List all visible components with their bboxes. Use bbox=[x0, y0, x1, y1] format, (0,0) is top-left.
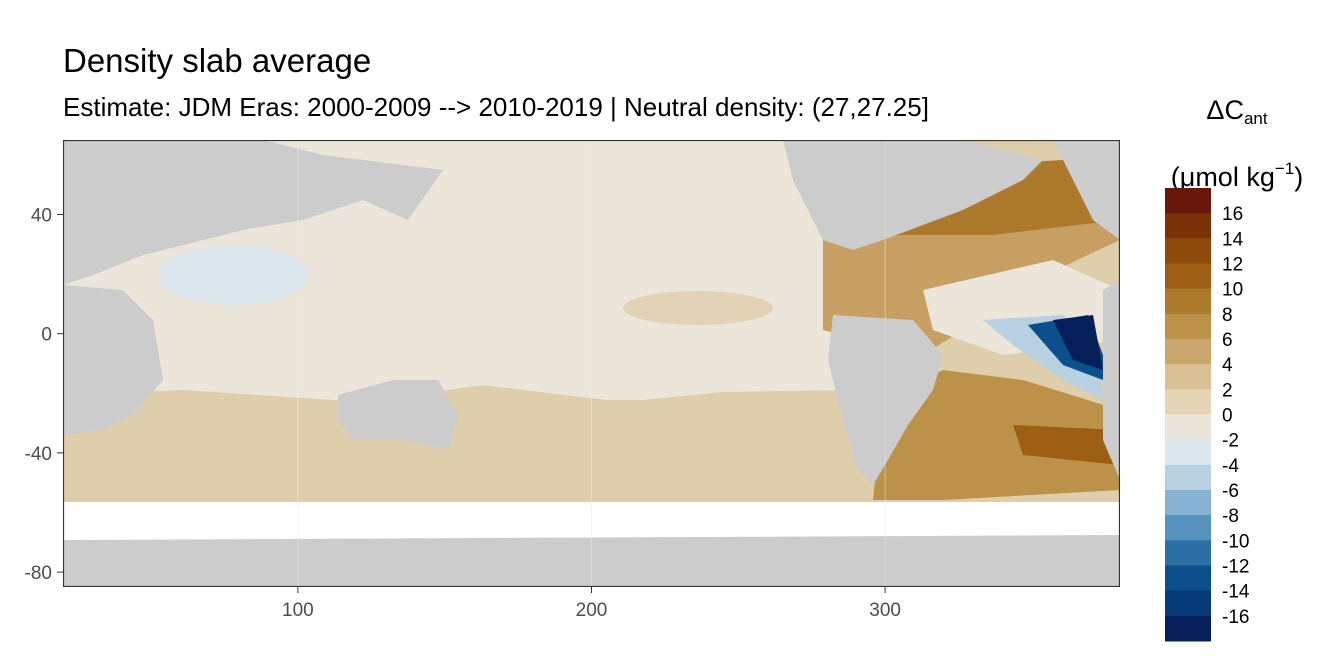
legend-swatch bbox=[1165, 339, 1211, 365]
legend-swatch bbox=[1165, 263, 1211, 290]
legend-swatch bbox=[1165, 540, 1211, 566]
legend-swatch bbox=[1165, 414, 1211, 441]
y-tick-label: -80 bbox=[25, 563, 52, 584]
legend-label: -12 bbox=[1222, 557, 1249, 578]
legend-symbol: ΔC bbox=[1206, 95, 1244, 125]
legend-label: -16 bbox=[1222, 607, 1249, 628]
legend-swatch bbox=[1165, 490, 1211, 516]
land-africa-west bbox=[1103, 280, 1120, 480]
legend-label: 10 bbox=[1222, 280, 1243, 301]
legend-label: 8 bbox=[1222, 305, 1233, 326]
south-atlantic-dark-band bbox=[1013, 425, 1120, 465]
legend-subscript: ant bbox=[1243, 109, 1268, 128]
legend-label: 0 bbox=[1222, 406, 1233, 427]
legend-label: -2 bbox=[1222, 431, 1239, 452]
legend-swatch bbox=[1165, 590, 1211, 617]
map-canvas bbox=[63, 140, 1120, 587]
southern-hemisphere-band bbox=[63, 385, 863, 500]
y-tick-label: -40 bbox=[25, 444, 52, 465]
legend-label: 6 bbox=[1222, 330, 1233, 351]
legend-swatch bbox=[1165, 238, 1211, 264]
legend-swatch bbox=[1165, 364, 1211, 390]
legend-swatch bbox=[1165, 565, 1211, 592]
legend-swatch bbox=[1165, 313, 1211, 340]
land-europe bbox=[1053, 140, 1120, 240]
legend-label: -8 bbox=[1222, 506, 1239, 527]
x-tick-label: 200 bbox=[576, 600, 608, 621]
legend-label: 12 bbox=[1222, 255, 1243, 276]
arabian-sea-patch bbox=[158, 245, 308, 305]
legend-label: -6 bbox=[1222, 481, 1239, 502]
plot-subtitle: Estimate: JDM Eras: 2000-2009 --> 2010-2… bbox=[63, 92, 929, 122]
legend-label: 14 bbox=[1222, 229, 1244, 250]
legend-label: -4 bbox=[1222, 456, 1239, 477]
legend-label: 4 bbox=[1222, 355, 1233, 376]
equatorial-darkest-blue bbox=[1053, 315, 1103, 370]
x-tick-label: 100 bbox=[282, 600, 314, 621]
legend-swatch bbox=[1165, 213, 1211, 239]
eastern-pacific-patch bbox=[623, 291, 773, 325]
x-tick-label: 300 bbox=[869, 600, 901, 621]
map-panel bbox=[63, 140, 1120, 587]
legend-label: -10 bbox=[1222, 531, 1249, 552]
legend-label: -14 bbox=[1222, 582, 1250, 603]
legend-title: ΔCant (μmol kg−1) bbox=[1162, 85, 1312, 202]
land-africa-east bbox=[63, 285, 163, 435]
land-australia bbox=[338, 380, 458, 450]
grid-layer bbox=[297, 140, 886, 587]
land-eurasia bbox=[63, 140, 443, 285]
legend-swatch bbox=[1165, 464, 1211, 491]
plot-title: Density slab average bbox=[63, 42, 372, 79]
land-north-america bbox=[783, 140, 1043, 250]
legend-swatch bbox=[1165, 515, 1211, 541]
panel-border bbox=[63, 140, 1120, 587]
legend-unit-suffix: ) bbox=[1294, 162, 1304, 192]
south-atlantic-region bbox=[873, 370, 1120, 500]
legend-swatch bbox=[1165, 439, 1211, 466]
legend-unit-prefix: (μmol kg bbox=[1170, 162, 1275, 192]
legend-swatch bbox=[1165, 615, 1211, 642]
y-tick-label: 40 bbox=[31, 206, 52, 227]
legend-label: 2 bbox=[1222, 380, 1233, 401]
legend-swatch bbox=[1165, 389, 1211, 415]
legend-swatch bbox=[1165, 288, 1211, 315]
y-tick-label: 0 bbox=[41, 325, 52, 346]
legend-label: 16 bbox=[1222, 204, 1243, 225]
legend-unit-sup: −1 bbox=[1274, 159, 1295, 178]
